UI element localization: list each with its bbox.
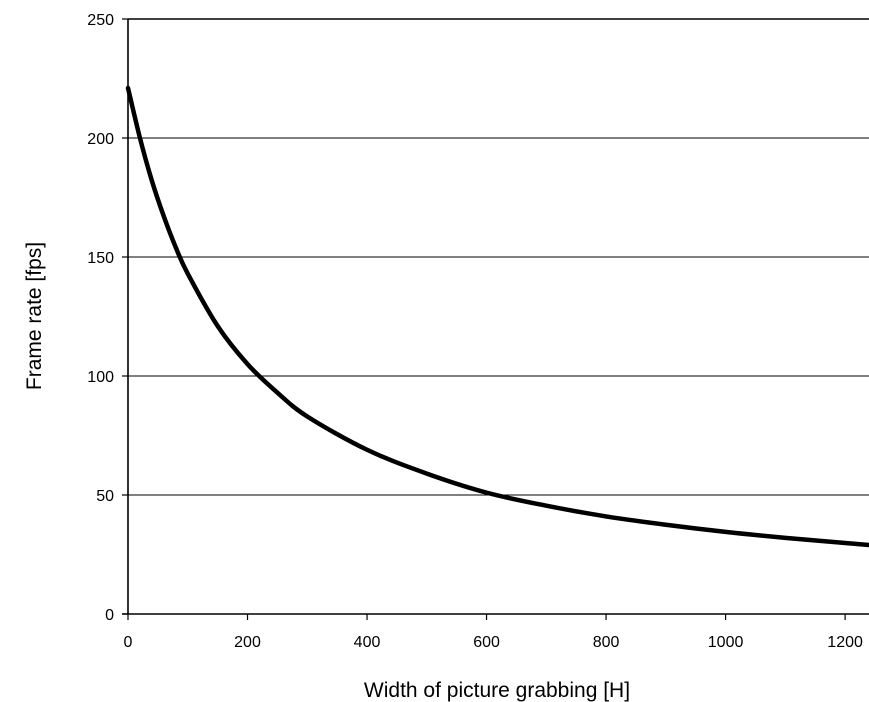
y-axis-title: Frame rate [fps] [23, 242, 46, 390]
y-tick-label-50: 50 [96, 488, 114, 505]
x-tick-label-200: 200 [234, 634, 261, 651]
y-tick-label-200: 200 [87, 131, 114, 148]
y-tick-label-150: 150 [87, 250, 114, 267]
x-tick-label-1200: 1200 [827, 634, 863, 651]
series-layer [125, 85, 869, 548]
tick-marks [122, 18, 846, 620]
y-tick-label-250: 250 [87, 12, 114, 29]
y-tick-label-0: 0 [105, 607, 114, 624]
x-tick-label-600: 600 [473, 634, 500, 651]
x-tick-label-400: 400 [354, 634, 381, 651]
series-line-0 [125, 85, 869, 548]
x-tick-label-1000: 1000 [708, 634, 744, 651]
y-tick-labels: 0 50 100 150 200 250 [87, 12, 114, 624]
x-tick-labels: 0 200 400 600 800 1000 1200 [124, 634, 863, 651]
axes [122, 19, 869, 615]
gridlines [128, 18, 869, 496]
x-tick-label-800: 800 [593, 634, 620, 651]
x-tick-label-0: 0 [124, 634, 133, 651]
x-axis-title: Width of picture grabbing [H] [364, 679, 630, 702]
y-tick-label-100: 100 [87, 369, 114, 386]
